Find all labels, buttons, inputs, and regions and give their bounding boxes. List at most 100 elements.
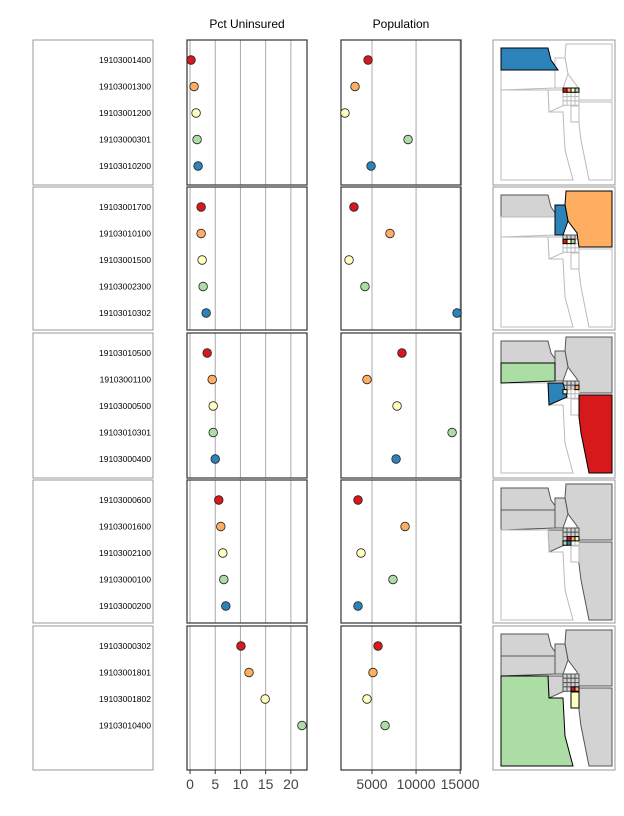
data-point [403,134,413,145]
plot-panel [341,187,461,330]
data-point [193,161,203,171]
tract-polygon [562,91,568,98]
data-point [447,427,457,438]
tract-polygon [566,536,572,542]
tract-label: 19103001802 [99,694,151,704]
plot-panel-border [186,625,308,771]
tract-polygon [566,393,572,399]
data-point [216,521,226,532]
data-point [362,374,372,385]
plot-panel-border [340,332,462,479]
tract-polygon [566,682,572,688]
tract-polygon [574,393,580,399]
data-point [192,134,202,145]
data-point [236,641,246,651]
plot-panel [187,40,307,185]
tract-polygon [562,540,568,546]
tract-polygon [570,384,576,391]
data-point [388,574,398,585]
tract-polygon [566,686,572,692]
group-3: 19103010500 19103001100 19103000500 1910301… [32,332,616,479]
tract-polygon [574,384,580,391]
data-point [363,55,373,65]
plot-panel-border [340,625,462,771]
axis-tick-label: 5000 [356,776,387,792]
tract-polygon [562,682,568,688]
tract-polygon [574,682,580,688]
data-point [392,401,402,411]
label-panel [32,186,154,331]
data-point [244,667,254,678]
tract-polygon [500,529,574,621]
plot-panel [187,480,307,623]
data-point [340,108,350,118]
plot-panel-border [186,479,308,624]
tract-polygon [500,69,556,91]
data-point [344,255,354,265]
tract-label: 19103002300 [99,282,151,292]
tract-polygon [570,540,576,546]
tract-polygon [574,100,580,106]
tract-polygon [500,216,556,238]
tract-polygon [570,234,576,240]
data-point [353,601,363,611]
data-point [201,308,211,318]
data-point [400,521,410,532]
tract-polygon [570,87,576,93]
tract-polygon [570,691,580,709]
tract-polygon [566,540,572,546]
tract-label: 19103000400 [99,454,151,464]
tract-label: 19103010301 [99,428,151,438]
tract-polygon [570,545,580,563]
tract-polygon [574,247,580,253]
tract-polygon [570,247,576,253]
label-panel [32,479,154,624]
tract-polygon [574,531,580,538]
data-point [208,401,218,411]
tract-polygon [500,509,556,531]
plot-panel [187,626,307,770]
label-panel [32,625,154,771]
tract-polygon [554,643,569,675]
tract-polygon [562,673,568,679]
tract-polygon [500,675,574,767]
group-1: 19103001400 19103001300 19103001200 1910300… [32,39,616,186]
tract-polygon [562,531,568,538]
data-point [214,495,224,505]
column-title: Pct Uninsured [209,17,284,31]
tract-polygon [570,389,576,395]
tract-polygon [566,238,572,245]
data-point [208,427,218,438]
tract-polygon [562,243,568,249]
tract-polygon [570,380,576,386]
data-point [368,667,378,678]
tract-polygon [500,89,574,181]
tract-polygon [574,389,580,395]
axis-tick-label: 15000 [441,776,480,792]
tract-polygon [562,389,568,395]
tract-label: 19103001801 [99,668,151,678]
tract-label: 19103000301 [99,135,151,145]
tract-polygon [578,101,613,181]
tract-label: 19103001200 [99,108,151,118]
tract-label: 19103001400 [99,55,151,65]
data-point [350,81,360,92]
tract-polygon [562,100,568,106]
tract-polygon [562,686,568,692]
label-panel [32,39,154,186]
tract-polygon [566,247,572,253]
tract-polygon [574,96,580,102]
data-point [260,694,270,704]
data-point [197,255,207,265]
tract-label: 19103010400 [99,721,151,731]
data-point [191,108,201,118]
tract-polygon [574,686,580,692]
tract-polygon [500,236,574,328]
tract-polygon [578,541,613,621]
data-point [198,281,208,292]
tract-polygon [570,238,576,245]
data-point [349,202,359,212]
tract-polygon [574,91,580,98]
tract-polygon [562,247,568,253]
